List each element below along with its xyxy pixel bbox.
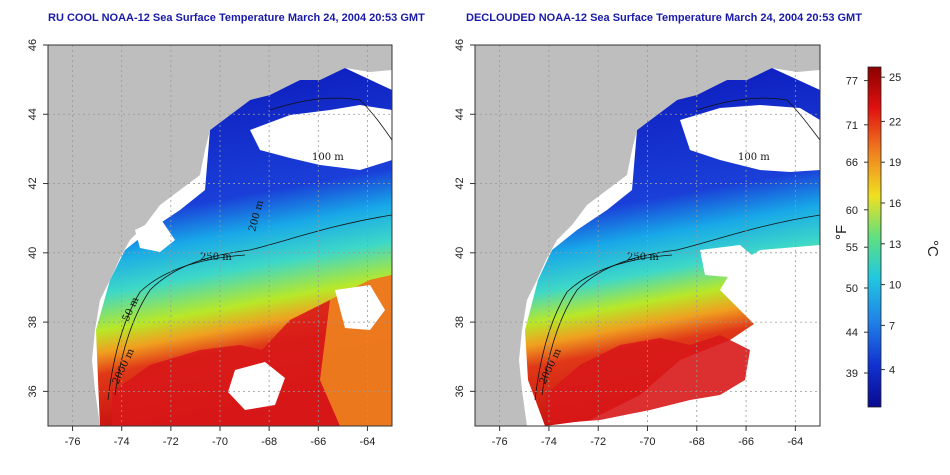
left-lat-tick-label: 40: [27, 247, 39, 259]
fahrenheit-unit-label: °F: [833, 225, 850, 240]
right-contour-label-250: 250 m: [627, 252, 659, 263]
right-land: [475, 45, 820, 426]
right-contour-100m: [696, 97, 820, 141]
right-gulf-stream: [545, 335, 750, 424]
left-cloud-south2: [335, 285, 385, 330]
left-lat-tick-label: 44: [27, 108, 39, 120]
left-contour-label-250: 250 m: [200, 252, 232, 263]
left-lon-tick-label: -76: [65, 436, 81, 448]
right-lat-tick-label: 38: [454, 316, 466, 328]
right-nodata-north: [680, 105, 820, 172]
right-contour-deep: [534, 254, 673, 401]
right-contour-shelf: [541, 214, 820, 396]
left-contour-label-100: 100 m: [312, 152, 344, 163]
right-lon-tick-label: -72: [590, 436, 606, 448]
celsius-tick-label: 13: [889, 239, 901, 251]
celsius-tick-label: 19: [889, 157, 901, 169]
left-gulf-stream: [112, 275, 392, 426]
left-lon-tick-label: -70: [212, 436, 228, 448]
right-lon-tick-label: -76: [492, 436, 508, 448]
fahrenheit-tick-label: 71: [846, 120, 858, 132]
fahrenheit-tick-label: 66: [846, 157, 858, 169]
right-lat-tick-label: 46: [454, 39, 466, 51]
left-lat-tick-label: 36: [27, 385, 39, 397]
right-axis-ticks: -76 -74 -72 -70 -68 -66 -64 36 38 40 42 44 46: [454, 39, 803, 448]
celsius-unit-label: °C: [924, 240, 941, 257]
fahrenheit-tick-label: 60: [846, 205, 858, 217]
right-lat-tick-label: 40: [454, 247, 466, 259]
left-lat-tick-label: 38: [27, 316, 39, 328]
fahrenheit-tick-label: 44: [846, 327, 858, 339]
celsius-tick-label: 4: [889, 365, 895, 377]
celsius-tick-label: 10: [889, 280, 901, 292]
fahrenheit-tick-label: 55: [846, 242, 858, 254]
fahrenheit-tick-label: 77: [846, 76, 858, 88]
right-lon-tick-label: -74: [541, 436, 557, 448]
celsius-tick-label: 25: [889, 72, 901, 84]
colorbar-ticks: 77 71 66 60 55 50 44 39 25 22 19 16 13 10 7 4: [846, 72, 902, 380]
right-lon-tick-label: -68: [689, 436, 705, 448]
left-cloud-nw: [135, 218, 175, 252]
left-cloud-north: [250, 105, 392, 170]
left-cloud-south1: [228, 362, 285, 410]
left-contour-deep: [107, 254, 246, 401]
left-map: 100 m 200 m 250 m 2000 m 50 m: [48, 45, 392, 426]
right-map-title: DECLOUDED NOAA-12 Sea Surface Temperatur…: [466, 12, 862, 24]
left-lon-tick-label: -64: [359, 436, 375, 448]
right-lat-tick-label: 44: [454, 108, 466, 120]
celsius-tick-label: 16: [889, 198, 901, 210]
left-lat-tick-label: 46: [27, 39, 39, 51]
left-lat-tick-label: 42: [27, 177, 39, 189]
right-gridlines: [475, 45, 820, 426]
right-lon-tick-label: -70: [640, 436, 656, 448]
celsius-tick-label: 22: [889, 116, 901, 128]
right-map: 100 m 250 m 2000 m: [475, 45, 820, 426]
left-axis-ticks: -76 -74 -72 -70 -68 -66 -64 36 38 40 42 44 46: [27, 39, 375, 448]
right-lon-tick-label: -64: [787, 436, 803, 448]
left-contour-100m: [269, 97, 392, 141]
right-lon-tick-label: -66: [738, 436, 754, 448]
left-lon-tick-label: -74: [114, 436, 130, 448]
left-contour-shelf: [114, 214, 392, 396]
left-lon-tick-label: -72: [163, 436, 179, 448]
left-lon-tick-label: -68: [261, 436, 277, 448]
right-lat-tick-label: 42: [454, 177, 466, 189]
right-contour-label-100: 100 m: [738, 152, 770, 163]
celsius-tick-label: 7: [889, 320, 895, 332]
left-map-title: RU COOL NOAA-12 Sea Surface Temperature …: [48, 12, 425, 24]
temperature-colorbar: [867, 66, 882, 408]
left-gridlines: [48, 45, 392, 426]
fahrenheit-tick-label: 50: [846, 283, 858, 295]
fahrenheit-tick-label: 39: [846, 368, 858, 380]
left-lon-tick-label: -66: [310, 436, 326, 448]
right-lat-tick-label: 36: [454, 385, 466, 397]
right-nodata-mid: [700, 245, 760, 278]
left-land: [48, 45, 392, 426]
